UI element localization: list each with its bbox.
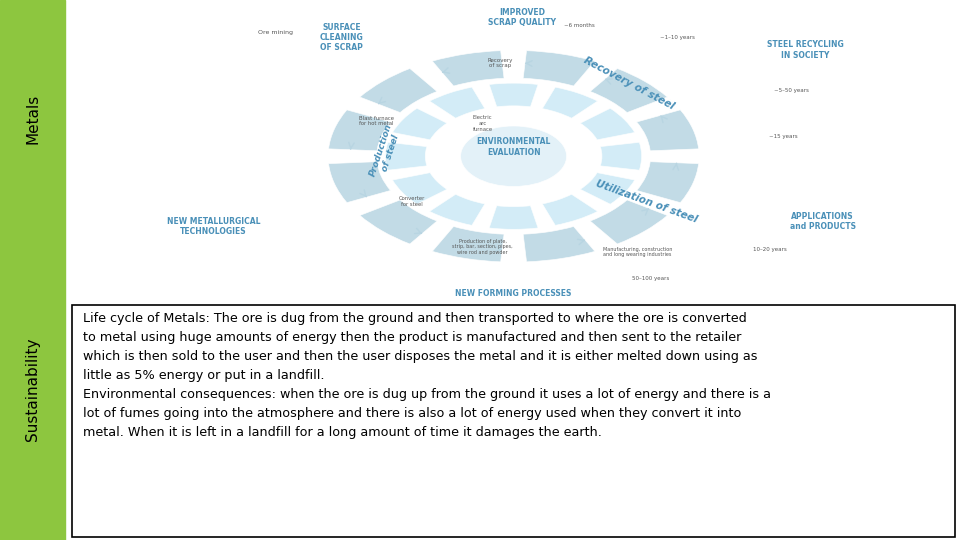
- Text: Recovery
of scrap: Recovery of scrap: [488, 58, 513, 69]
- Text: Production of plate,
strip, bar, section, pipes,
wire rod and powder: Production of plate, strip, bar, section…: [452, 239, 513, 255]
- Wedge shape: [523, 51, 595, 86]
- Text: Ore mining: Ore mining: [257, 30, 293, 35]
- Wedge shape: [429, 194, 485, 225]
- Wedge shape: [432, 226, 504, 262]
- Text: Blast furnace
for hot metal: Blast furnace for hot metal: [359, 116, 395, 126]
- Text: ~15 years: ~15 years: [769, 133, 798, 139]
- Wedge shape: [523, 226, 595, 262]
- Text: Electric
arc
furnace: Electric arc furnace: [472, 115, 492, 132]
- Text: ~6 months: ~6 months: [564, 23, 595, 28]
- Text: Production
of steel: Production of steel: [368, 122, 403, 180]
- Wedge shape: [393, 109, 447, 140]
- Text: 10–20 years: 10–20 years: [753, 247, 786, 252]
- Text: Recovery of steel: Recovery of steel: [582, 55, 675, 111]
- Wedge shape: [542, 87, 598, 118]
- Wedge shape: [580, 109, 635, 140]
- Circle shape: [461, 126, 566, 186]
- Text: NEW METALLURGICAL
TECHNOLOGIES: NEW METALLURGICAL TECHNOLOGIES: [167, 217, 260, 237]
- Wedge shape: [360, 69, 437, 112]
- Wedge shape: [490, 83, 538, 107]
- Text: Sustainability: Sustainability: [25, 337, 40, 441]
- Text: IMPROVED
SCRAP QUALITY: IMPROVED SCRAP QUALITY: [489, 8, 557, 27]
- Text: APPLICATIONS
and PRODUCTS: APPLICATIONS and PRODUCTS: [790, 212, 855, 232]
- Wedge shape: [429, 87, 485, 118]
- FancyBboxPatch shape: [72, 305, 955, 537]
- Wedge shape: [542, 194, 598, 225]
- Wedge shape: [328, 110, 391, 151]
- Text: ~5–50 years: ~5–50 years: [775, 88, 809, 93]
- Wedge shape: [590, 69, 667, 112]
- Text: ENVIRONMENTAL
EVALUATION: ENVIRONMENTAL EVALUATION: [476, 138, 551, 157]
- Text: Metals: Metals: [25, 93, 40, 144]
- Wedge shape: [590, 200, 667, 244]
- Wedge shape: [600, 143, 641, 170]
- Wedge shape: [636, 161, 699, 202]
- Wedge shape: [328, 161, 391, 202]
- Bar: [0, 0, 65, 540]
- Text: SURFACE
CLEANING
OF SCRAP: SURFACE CLEANING OF SCRAP: [320, 23, 363, 52]
- Wedge shape: [636, 110, 699, 151]
- Wedge shape: [393, 173, 447, 204]
- Wedge shape: [580, 173, 635, 204]
- Text: Utilization of steel: Utilization of steel: [594, 179, 698, 225]
- Text: Life cycle of Metals: The ore is dug from the ground and then transported to whe: Life cycle of Metals: The ore is dug fro…: [83, 312, 771, 439]
- Text: Manufacturing, construction
and long wearing industries: Manufacturing, construction and long wea…: [603, 247, 672, 258]
- Wedge shape: [360, 200, 437, 244]
- Text: STEEL RECYCLING
IN SOCIETY: STEEL RECYCLING IN SOCIETY: [767, 40, 844, 60]
- Wedge shape: [432, 51, 504, 86]
- Wedge shape: [490, 206, 538, 230]
- Text: NEW FORMING PROCESSES: NEW FORMING PROCESSES: [455, 289, 572, 299]
- Text: Converter
for steel: Converter for steel: [398, 196, 425, 207]
- Text: 50–100 years: 50–100 years: [632, 276, 669, 281]
- Wedge shape: [386, 143, 427, 170]
- Text: ~1–10 years: ~1–10 years: [660, 35, 694, 40]
